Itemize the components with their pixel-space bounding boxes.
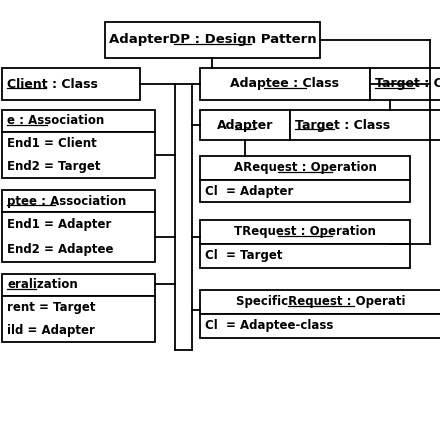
Bar bbox=[2, 132, 155, 178]
Text: End2 = Target: End2 = Target bbox=[7, 160, 100, 173]
Bar bbox=[200, 110, 290, 140]
Text: Cl  = Target: Cl = Target bbox=[205, 249, 282, 263]
Text: ptee : Association: ptee : Association bbox=[7, 194, 126, 208]
Text: rent = Target: rent = Target bbox=[7, 301, 95, 314]
Text: End1 = Client: End1 = Client bbox=[7, 137, 97, 150]
Bar bbox=[2, 212, 155, 262]
Text: Cl  = Adapter: Cl = Adapter bbox=[205, 184, 293, 198]
Bar bbox=[2, 274, 155, 296]
Text: eralization: eralization bbox=[7, 279, 78, 291]
Text: ARequest : Operation: ARequest : Operation bbox=[234, 161, 377, 175]
Bar bbox=[200, 68, 370, 100]
Text: e : Association: e : Association bbox=[7, 114, 104, 128]
Text: End2 = Adaptee: End2 = Adaptee bbox=[7, 243, 114, 256]
Bar bbox=[200, 180, 410, 202]
Text: AdapterDP : Design Pattern: AdapterDP : Design Pattern bbox=[109, 33, 316, 47]
Text: TRequest : Operation: TRequest : Operation bbox=[234, 225, 376, 238]
Text: Adapter: Adapter bbox=[217, 118, 273, 132]
Bar bbox=[2, 110, 155, 132]
Bar bbox=[2, 190, 155, 212]
Text: ild = Adapter: ild = Adapter bbox=[7, 324, 95, 337]
Bar bbox=[370, 68, 440, 100]
Bar bbox=[200, 156, 410, 180]
Bar bbox=[200, 290, 440, 314]
Bar bbox=[200, 314, 440, 338]
Bar bbox=[105, 22, 320, 58]
Text: SpecificRequest : Operati: SpecificRequest : Operati bbox=[236, 296, 406, 308]
Bar bbox=[2, 296, 155, 342]
Text: Client : Class: Client : Class bbox=[7, 77, 98, 91]
Text: Target : Class: Target : Class bbox=[295, 118, 390, 132]
Bar bbox=[290, 110, 440, 140]
Text: End1 = Adapter: End1 = Adapter bbox=[7, 218, 111, 231]
Bar bbox=[200, 244, 410, 268]
Text: Cl  = Adaptee-class: Cl = Adaptee-class bbox=[205, 319, 334, 333]
Bar bbox=[200, 220, 410, 244]
Bar bbox=[2, 68, 140, 100]
Text: Target : Class: Target : Class bbox=[375, 77, 440, 91]
Text: Adaptee : Class: Adaptee : Class bbox=[231, 77, 340, 91]
